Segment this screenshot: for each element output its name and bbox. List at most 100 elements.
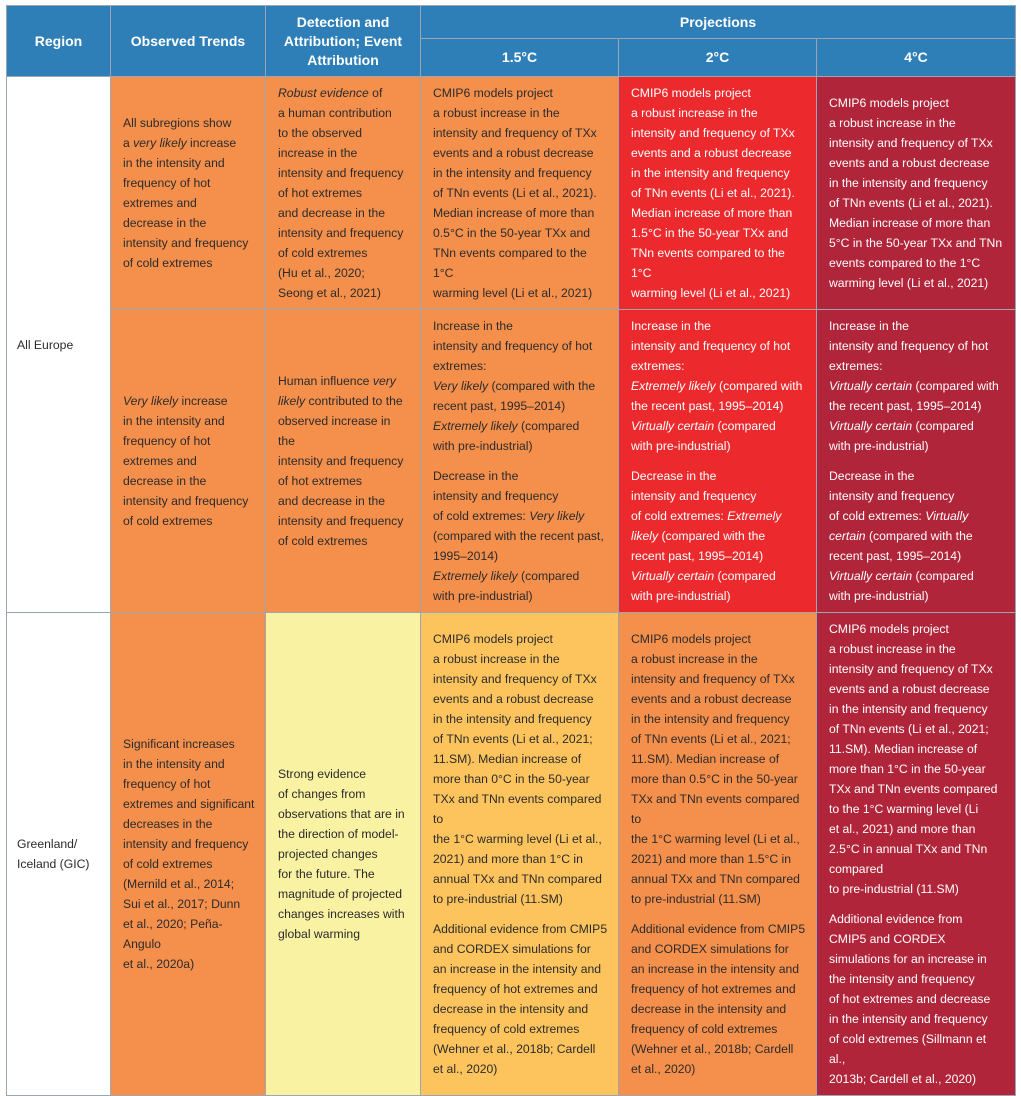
text-run: Additional evidence from CMIP5 and CORDE…: [829, 912, 991, 1086]
text-run: Increase in the intensity and frequency …: [829, 319, 989, 373]
projection-4c-cell: CMIP6 models project a robust increase i…: [816, 612, 1016, 1096]
likelihood-term: Very likely: [529, 509, 585, 523]
cell-paragraph: Additional evidence from CMIP5 and CORDE…: [631, 919, 806, 1079]
text-run: increase in the intensity and frequency …: [123, 394, 249, 528]
cell-paragraph: Strong evidence of changes from observat…: [278, 764, 410, 944]
text-run: Decrease in the intensity and frequency …: [631, 469, 757, 523]
text-run: Additional evidence from CMIP5 and CORDE…: [433, 922, 608, 1076]
cell-paragraph: CMIP6 models project a robust increase i…: [433, 83, 608, 303]
likelihood-term: Virtually certain: [829, 379, 913, 393]
likelihood-term: Very likely: [123, 394, 179, 408]
text-run: (compared with the recent past, 1995–201…: [631, 379, 803, 413]
observed-cell: Significant increases in the intensity a…: [110, 612, 266, 1096]
cell-paragraph: Increase in the intensity and frequency …: [631, 316, 806, 456]
text-run: CMIP6 models project a robust increase i…: [433, 86, 597, 300]
cell-paragraph: Significant increases in the intensity a…: [123, 734, 255, 974]
likelihood-term: Very likely: [433, 379, 489, 393]
cell-paragraph: CMIP6 models project a robust increase i…: [433, 629, 608, 909]
projection-2c-cell: CMIP6 models project a robust increase i…: [618, 76, 817, 310]
cell-paragraph: Decrease in the intensity and frequency …: [631, 466, 806, 606]
likelihood-term: Virtually certain: [631, 569, 715, 583]
projection-1-5c-cell: Increase in the intensity and frequency …: [420, 309, 619, 613]
text-run: All subregions show a: [123, 116, 232, 150]
extremes-assessment-table: Region Observed Trends Detection and Att…: [6, 5, 1016, 1096]
text-run: CMIP6 models project a robust increase i…: [829, 96, 1003, 290]
likelihood-term: Extremely likely: [631, 509, 782, 543]
text-run: (compared with pre-industrial): [433, 569, 580, 603]
detection-cell: Strong evidence of changes from observat…: [265, 612, 421, 1096]
header-1-5c: 1.5°C: [420, 38, 619, 77]
projection-4c-cell: CMIP6 models project a robust increase i…: [816, 76, 1016, 310]
detection-cell: Human influence very likely contributed …: [265, 309, 421, 613]
likelihood-term: Robust evidence: [278, 86, 369, 100]
cell-paragraph: CMIP6 models project a robust increase i…: [829, 93, 1005, 293]
cell-paragraph: Increase in the intensity and frequency …: [829, 316, 1005, 456]
likelihood-term: Virtually certain: [829, 569, 913, 583]
likelihood-term: Virtually certain: [829, 419, 913, 433]
header-observed-trends: Observed Trends: [110, 5, 266, 77]
text-run: (compared with pre-industrial): [433, 419, 580, 453]
cell-paragraph: All subregions show a very likely increa…: [123, 113, 255, 273]
projection-1-5c-cell: CMIP6 models project a robust increase i…: [420, 76, 619, 310]
text-run: Additional evidence from CMIP5 and CORDE…: [631, 922, 806, 1076]
text-run: Decrease in the intensity and frequency …: [433, 469, 559, 523]
text-run: CMIP6 models project a robust increase i…: [631, 86, 795, 300]
likelihood-term: very likely: [278, 374, 396, 408]
header-region: Region: [6, 5, 111, 77]
text-run: (compared with the recent past, 1995–201…: [631, 529, 766, 563]
cell-paragraph: CMIP6 models project a robust increase i…: [631, 629, 806, 909]
region-cell-all-europe: All Europe: [6, 76, 111, 613]
text-run: (compared with pre-industrial): [631, 569, 776, 603]
cell-paragraph: Increase in the intensity and frequency …: [433, 316, 608, 456]
table-row: All Europe All subregions show a very li…: [6, 76, 1016, 613]
likelihood-term: Extremely likely: [433, 569, 518, 583]
cell-paragraph: Decrease in the intensity and frequency …: [433, 466, 608, 606]
projection-1-5c-cell: CMIP6 models project a robust increase i…: [420, 612, 619, 1096]
cell-paragraph: Additional evidence from CMIP5 and CORDE…: [829, 909, 1005, 1089]
text-run: (compared with pre-industrial): [829, 569, 974, 603]
text-run: Strong evidence of changes from observat…: [278, 767, 405, 941]
text-run: increase in the intensity and frequency …: [123, 136, 249, 270]
text-run: (compared with the recent past, 1995–201…: [829, 379, 999, 413]
cell-paragraph: Human influence very likely contributed …: [278, 371, 410, 551]
text-run: CMIP6 models project a robust increase i…: [631, 632, 800, 906]
likelihood-term: very likely: [133, 136, 187, 150]
text-run: (compared with the recent past, 1995–201…: [433, 529, 604, 563]
header-projections: Projections: [420, 5, 1016, 39]
header-4c: 4°C: [816, 38, 1016, 77]
likelihood-term: Extremely likely: [433, 419, 518, 433]
cell-paragraph: Additional evidence from CMIP5 and CORDE…: [433, 919, 608, 1079]
text-run: Increase in the intensity and frequency …: [433, 319, 593, 373]
header-2c: 2°C: [618, 38, 817, 77]
cell-paragraph: CMIP6 models project a robust increase i…: [631, 83, 806, 303]
table-row: Greenland/ Iceland (GIC) Significant inc…: [6, 612, 1016, 1096]
table-row: Very likely increase in the intensity an…: [7, 309, 1016, 613]
text-run: Decrease in the intensity and frequency …: [829, 469, 955, 523]
likelihood-term: Extremely likely: [631, 379, 716, 393]
projection-2c-cell: CMIP6 models project a robust increase i…: [618, 612, 817, 1096]
text-run: of a human contribution to the observed …: [278, 86, 404, 300]
text-run: Human influence: [278, 374, 373, 388]
cell-paragraph: Very likely increase in the intensity an…: [123, 391, 255, 531]
text-run: contributed to the observed increase in …: [278, 394, 404, 548]
text-run: CMIP6 models project a robust increase i…: [829, 622, 998, 896]
cell-paragraph: Decrease in the intensity and frequency …: [829, 466, 1005, 606]
text-run: (compared with pre-industrial): [829, 419, 974, 453]
text-run: CMIP6 models project a robust increase i…: [433, 632, 602, 906]
detection-cell: Robust evidence of a human contribution …: [265, 76, 421, 310]
projection-2c-cell: Increase in the intensity and frequency …: [618, 309, 817, 613]
text-run: (compared with the recent past, 1995–201…: [433, 379, 596, 413]
text-run: (compared with pre-industrial): [631, 419, 776, 453]
header-detection-attribution: Detection and Attribution; Event Attribu…: [265, 5, 421, 77]
likelihood-term: Virtually certain: [829, 509, 969, 543]
observed-cell: All subregions show a very likely increa…: [110, 76, 266, 310]
text-run: (compared with the recent past, 1995–201…: [829, 529, 973, 563]
text-run: Increase in the intensity and frequency …: [631, 319, 791, 373]
observed-cell: Very likely increase in the intensity an…: [110, 309, 266, 613]
cell-paragraph: Robust evidence of a human contribution …: [278, 83, 410, 303]
likelihood-term: Virtually certain: [631, 419, 715, 433]
text-run: Significant increases in the intensity a…: [123, 737, 255, 971]
projection-4c-cell: Increase in the intensity and frequency …: [816, 309, 1016, 613]
cell-paragraph: CMIP6 models project a robust increase i…: [829, 619, 1005, 899]
region-cell-gic: Greenland/ Iceland (GIC): [6, 612, 111, 1096]
